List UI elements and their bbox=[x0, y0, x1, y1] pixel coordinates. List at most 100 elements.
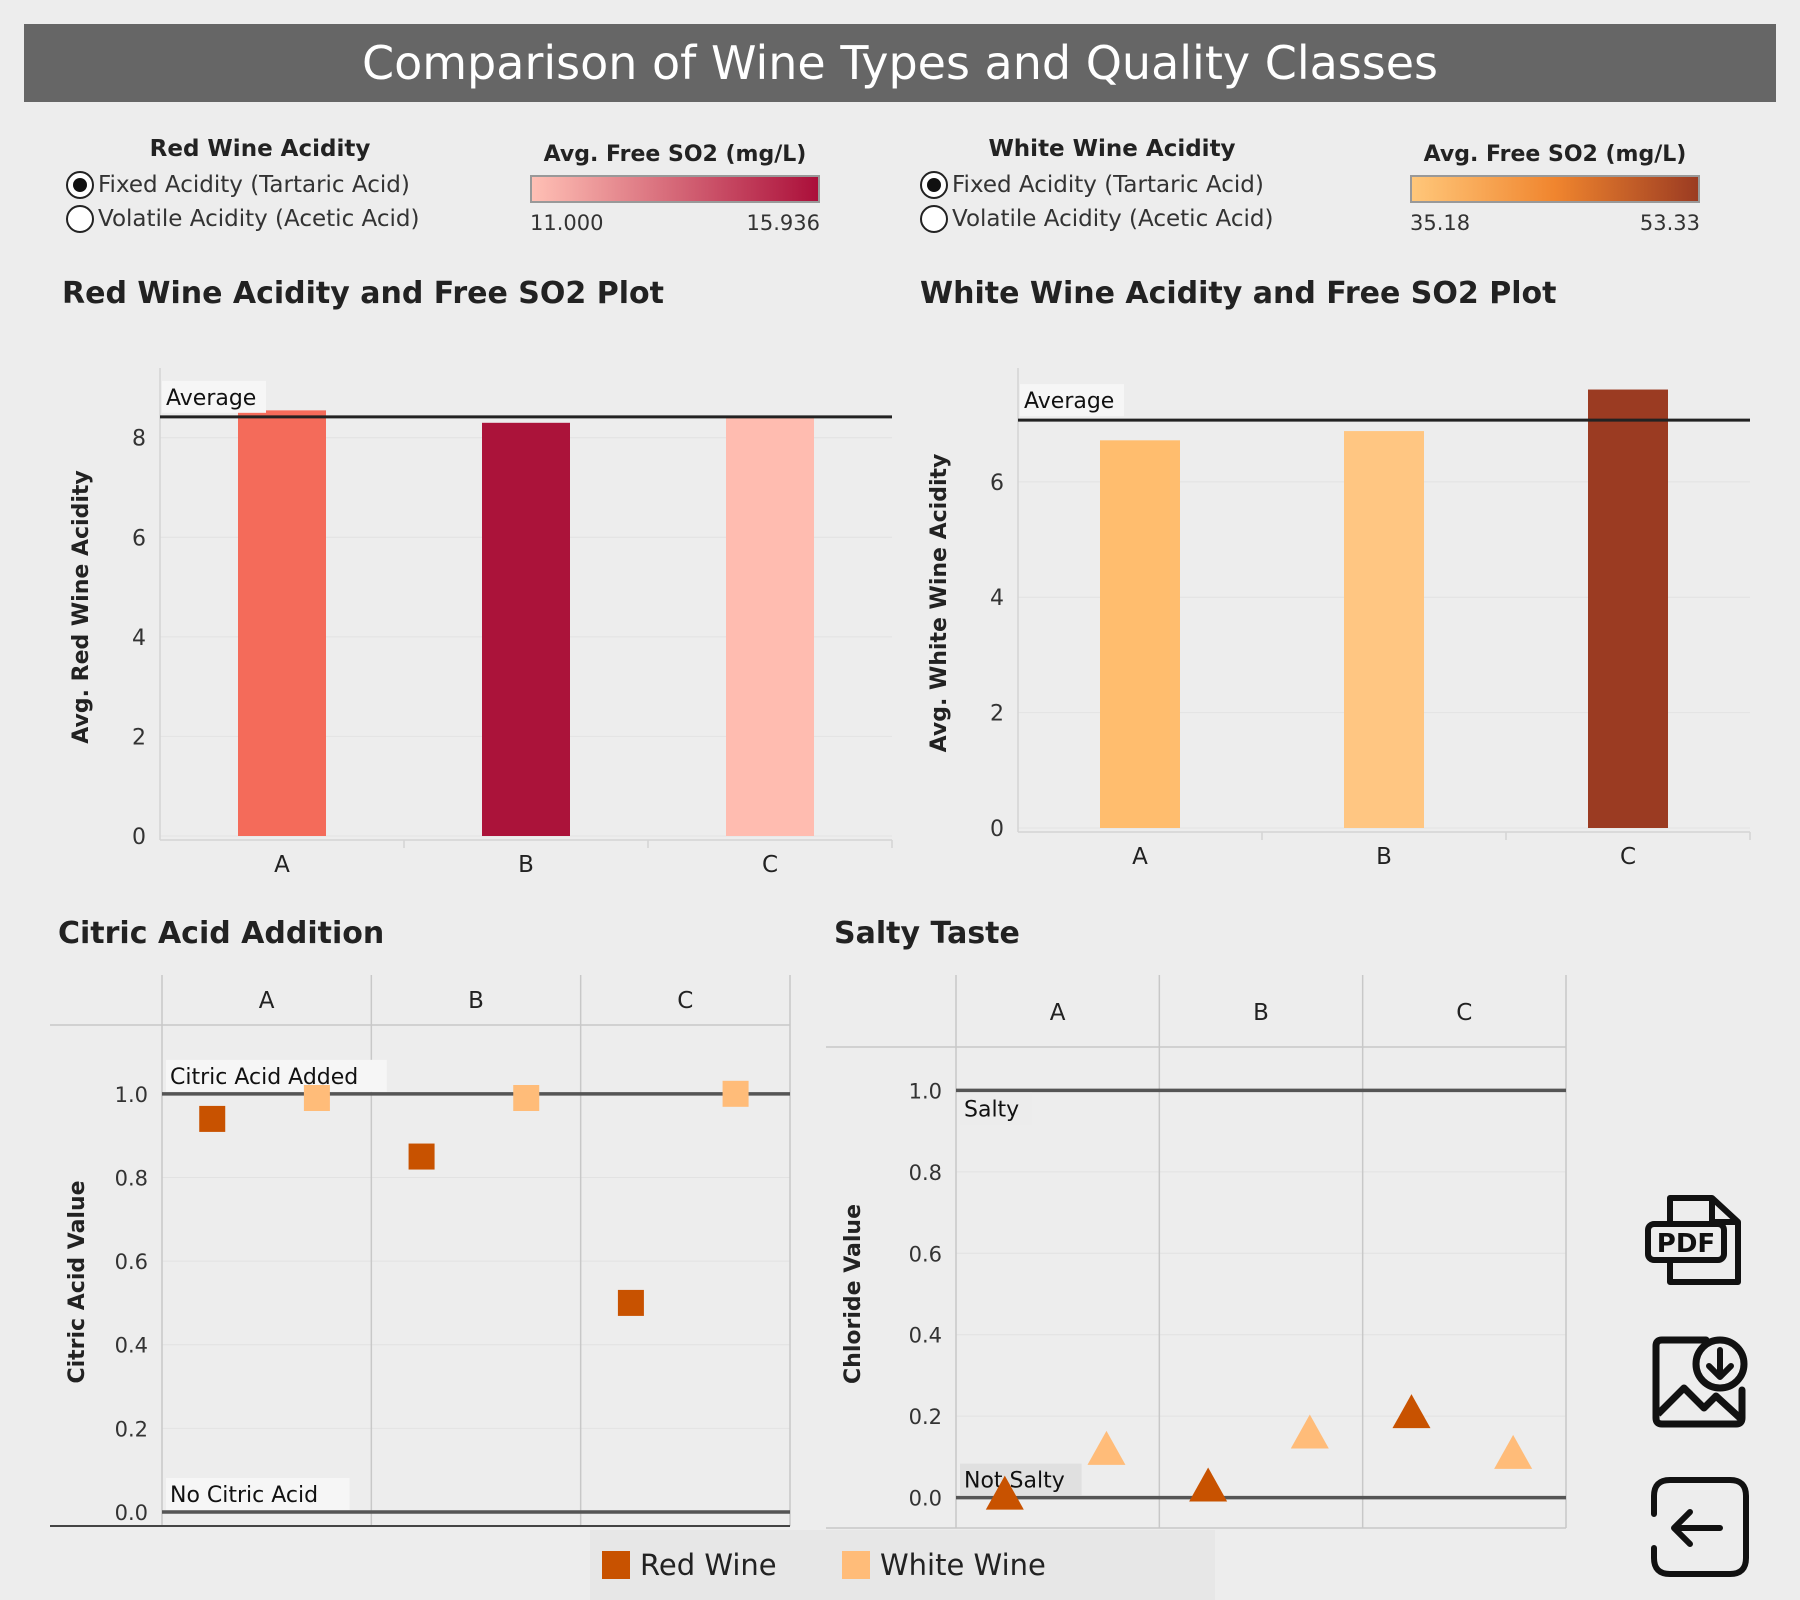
marker-white-wine bbox=[1290, 1414, 1329, 1449]
radio-checked-icon[interactable] bbox=[66, 171, 94, 199]
red-so2-color-legend: Avg. Free SO2 (mg/L) 11.000 15.936 bbox=[530, 142, 820, 235]
reference-label-bg bbox=[166, 1478, 350, 1510]
white-acidity-bar-chart: 0 2 4 6 Avg. White Wine Acidity A B C Average bbox=[927, 368, 1751, 870]
radio-label: Fixed Acidity (Tartaric Acid) bbox=[98, 172, 410, 198]
white-acidity-filter-title: White Wine Acidity bbox=[988, 136, 1236, 162]
marker-white-wine bbox=[1494, 1434, 1533, 1469]
reference-label-bg bbox=[960, 1092, 1032, 1125]
white-radio-fixed-acidity[interactable]: Fixed Acidity (Tartaric Acid) bbox=[920, 168, 1273, 202]
panel-header-b: B bbox=[468, 988, 484, 1014]
reference-line-label: Average bbox=[1024, 389, 1114, 414]
citric-acid-scatter-chart: 0.0 0.2 0.4 0.6 0.8 1.0 A B C Citric Acid Value Ci… bbox=[50, 975, 791, 1527]
y-tick-label: 2 bbox=[990, 702, 1004, 727]
salty-taste-scatter-chart: 0.0 0.2 0.4 0.6 0.8 1.0 A B C Chloride Value Salty… bbox=[826, 975, 1567, 1529]
x-tick-label: A bbox=[274, 852, 290, 878]
y-tick-label: 0.8 bbox=[909, 1161, 942, 1185]
reference-line-label: Not Salty bbox=[964, 1469, 1065, 1494]
y-tick-label: 0.0 bbox=[909, 1487, 942, 1511]
bar-a bbox=[238, 410, 326, 836]
download-image-icon bbox=[1652, 1336, 1748, 1428]
legend-max-value: 15.936 bbox=[746, 211, 820, 235]
export-pdf-button[interactable]: PDF bbox=[1642, 1190, 1752, 1294]
dashboard-title: Comparison of Wine Types and Quality Cla… bbox=[24, 24, 1776, 102]
reference-line-label: Salty bbox=[964, 1097, 1019, 1122]
marker-red-wine bbox=[408, 1143, 435, 1170]
red-acidity-filter-title: Red Wine Acidity bbox=[149, 136, 371, 162]
reference-line-label: Citric Acid Added bbox=[170, 1065, 358, 1090]
back-arrow-icon bbox=[1651, 1477, 1749, 1577]
panel-header-c: C bbox=[677, 988, 693, 1014]
legend-title: Avg. Free SO2 (mg/L) bbox=[543, 142, 807, 167]
y-axis-title: Avg. White Wine Acidity bbox=[927, 454, 952, 753]
red-radio-fixed-acidity[interactable]: Fixed Acidity (Tartaric Acid) bbox=[66, 168, 419, 202]
marker-white-wine bbox=[722, 1080, 749, 1107]
y-tick-label: 0.2 bbox=[115, 1417, 148, 1441]
reference-label-bg bbox=[960, 1463, 1082, 1496]
reference-line-label: Average bbox=[166, 386, 256, 411]
reference-label-bg bbox=[162, 380, 266, 413]
radio-label: Volatile Acidity (Acetic Acid) bbox=[98, 206, 420, 232]
y-tick-label: 4 bbox=[990, 586, 1004, 611]
legend-label: White Wine bbox=[880, 1548, 1046, 1582]
y-tick-label: 8 bbox=[132, 427, 146, 452]
y-tick-label: 1.0 bbox=[115, 1083, 148, 1107]
y-tick-label: 0 bbox=[990, 817, 1004, 842]
marker-red-wine bbox=[1189, 1467, 1228, 1502]
marker-red-wine bbox=[199, 1105, 226, 1132]
svg-text:PDF: PDF bbox=[1657, 1229, 1715, 1259]
pdf-icon: PDF bbox=[1645, 1195, 1741, 1285]
y-tick-label: 6 bbox=[990, 471, 1004, 496]
red-chart-title: Red Wine Acidity and Free SO2 Plot bbox=[62, 276, 664, 311]
y-tick-label: 1.0 bbox=[909, 1079, 942, 1103]
y-tick-label: 0.0 bbox=[115, 1501, 148, 1525]
legend-swatch bbox=[602, 1551, 630, 1579]
legend-min-value: 35.18 bbox=[1410, 211, 1471, 235]
bar-b bbox=[1344, 431, 1424, 828]
red-acidity-bar-chart: 0 2 4 6 8 Avg. Red Wine Acidity A B C Average bbox=[69, 368, 893, 878]
marker-red-wine bbox=[1392, 1394, 1431, 1429]
radio-unchecked-icon[interactable] bbox=[66, 205, 94, 233]
bar-c bbox=[1588, 389, 1668, 828]
series-legend: Red Wine White Wine bbox=[590, 1530, 1215, 1600]
panel-header-a: A bbox=[259, 988, 275, 1014]
y-axis-title: Chloride Value bbox=[841, 1204, 866, 1384]
radio-checked-icon[interactable] bbox=[920, 171, 948, 199]
red-radio-volatile-acidity[interactable]: Volatile Acidity (Acetic Acid) bbox=[66, 202, 419, 236]
download-image-button[interactable] bbox=[1648, 1330, 1752, 1438]
y-tick-label: 0.4 bbox=[909, 1324, 942, 1348]
white-radio-volatile-acidity[interactable]: Volatile Acidity (Acetic Acid) bbox=[920, 202, 1273, 236]
x-tick-label: A bbox=[1132, 844, 1148, 870]
citric-chart-title: Citric Acid Addition bbox=[58, 916, 385, 951]
y-tick-label: 0.4 bbox=[115, 1334, 148, 1358]
y-axis-title: Citric Acid Value bbox=[65, 1180, 90, 1383]
bar-b bbox=[482, 422, 570, 836]
radio-label: Fixed Acidity (Tartaric Acid) bbox=[952, 172, 1264, 198]
radio-label: Volatile Acidity (Acetic Acid) bbox=[952, 206, 1274, 232]
x-tick-label: C bbox=[1620, 844, 1636, 870]
bar-a bbox=[1100, 440, 1180, 828]
y-tick-label: 4 bbox=[132, 626, 146, 651]
x-tick-label: C bbox=[762, 852, 778, 878]
marker-red-wine bbox=[985, 1475, 1024, 1510]
back-button[interactable] bbox=[1646, 1474, 1754, 1584]
legend-item-red-wine: Red Wine bbox=[602, 1548, 777, 1582]
radio-unchecked-icon[interactable] bbox=[920, 205, 948, 233]
legend-title: Avg. Free SO2 (mg/L) bbox=[1423, 142, 1687, 167]
reference-label-bg bbox=[1020, 384, 1124, 417]
legend-max-value: 53.33 bbox=[1639, 211, 1700, 235]
panel-header-a: A bbox=[1050, 1000, 1066, 1026]
y-tick-label: 0.6 bbox=[909, 1242, 942, 1266]
marker-white-wine bbox=[513, 1085, 540, 1111]
y-tick-label: 0.8 bbox=[115, 1166, 148, 1190]
y-axis-title: Avg. Red Wine Acidity bbox=[69, 470, 94, 743]
y-tick-label: 6 bbox=[132, 526, 146, 551]
color-gradient-bar bbox=[1410, 175, 1700, 203]
red-acidity-radio-group: Fixed Acidity (Tartaric Acid) Volatile A… bbox=[66, 168, 419, 236]
marker-red-wine bbox=[617, 1289, 644, 1316]
color-gradient-bar bbox=[530, 175, 820, 203]
legend-label: Red Wine bbox=[640, 1548, 777, 1582]
marker-white-wine bbox=[303, 1085, 330, 1111]
legend-min-value: 11.000 bbox=[530, 211, 604, 235]
salty-chart-title: Salty Taste bbox=[834, 916, 1020, 951]
white-chart-title: White Wine Acidity and Free SO2 Plot bbox=[920, 276, 1557, 311]
